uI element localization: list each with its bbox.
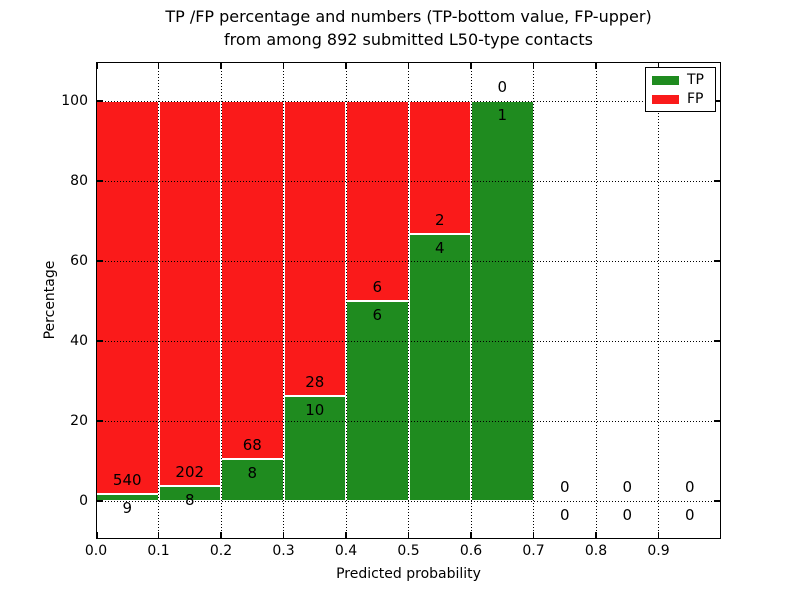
x-tick-label: 0.3 bbox=[272, 543, 295, 559]
legend-row-tp: TP bbox=[652, 73, 709, 87]
y-axis-label: Percentage bbox=[42, 260, 58, 340]
plot-border bbox=[96, 62, 721, 539]
chart-title-line2: from among 892 submitted L50-type contac… bbox=[224, 30, 593, 49]
tp-legend-swatch bbox=[652, 75, 679, 85]
x-tick-label: 0.2 bbox=[209, 543, 233, 559]
x-tick-label: 0.7 bbox=[522, 543, 545, 559]
x-tick-label: 0.9 bbox=[647, 543, 670, 559]
x-tick-label: 0.8 bbox=[584, 543, 608, 559]
y-tick-label: 0 bbox=[79, 493, 88, 509]
plot-area: 540 9 202 8 68 8 28 10 6 6 2 4 0 1 0 0 0 0 0 0 bbox=[96, 62, 721, 539]
fp-legend-swatch bbox=[652, 94, 679, 104]
x-tick-label: 0.0 bbox=[84, 543, 108, 559]
x-tick-label: 0.4 bbox=[334, 543, 358, 559]
y-tick-label: 20 bbox=[70, 413, 88, 429]
fp-legend-label: FP bbox=[687, 91, 704, 107]
y-tick-label: 80 bbox=[70, 173, 88, 189]
legend-box: TP FP bbox=[645, 67, 716, 112]
tp-legend-label: TP bbox=[687, 72, 704, 88]
x-tick-label: 0.1 bbox=[147, 543, 170, 559]
x-tick-label: 0.6 bbox=[459, 543, 483, 559]
x-axis-label: Predicted probability bbox=[336, 566, 481, 582]
y-tick-label: 100 bbox=[61, 93, 88, 109]
y-tick-label: 60 bbox=[70, 253, 88, 269]
y-tick-label: 40 bbox=[70, 333, 88, 349]
chart-title-line1: TP /FP percentage and numbers (TP-bottom… bbox=[165, 7, 652, 26]
x-tick-label: 0.5 bbox=[397, 543, 420, 559]
legend-row-fp: FP bbox=[652, 92, 709, 106]
